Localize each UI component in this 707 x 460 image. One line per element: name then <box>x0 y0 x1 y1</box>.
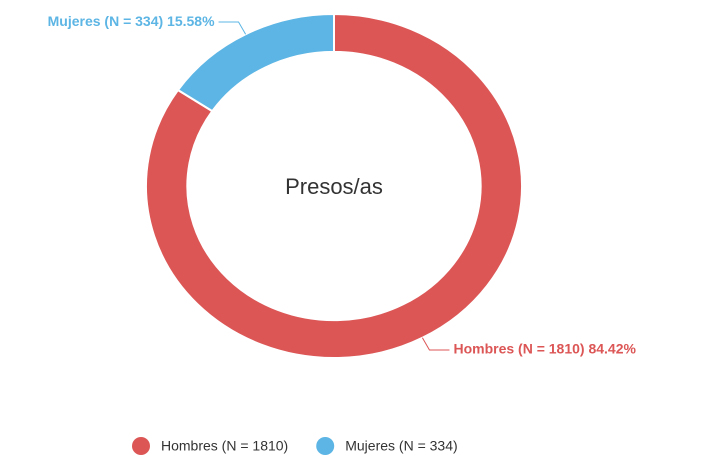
data-label: Mujeres (N = 334) 15.58% <box>48 13 215 29</box>
donut-slice <box>145 12 523 359</box>
legend-label: Mujeres (N = 334) <box>345 438 457 454</box>
center-label: Presos/as <box>285 174 383 199</box>
legend-marker <box>132 437 150 455</box>
data-label: Hombres (N = 1810) 84.42% <box>453 341 636 357</box>
leader-line <box>218 21 247 35</box>
legend-marker <box>316 437 335 455</box>
donut-slice <box>176 12 335 113</box>
leader-line <box>421 337 450 351</box>
legend-label: Hombres (N = 1810) <box>161 438 288 454</box>
